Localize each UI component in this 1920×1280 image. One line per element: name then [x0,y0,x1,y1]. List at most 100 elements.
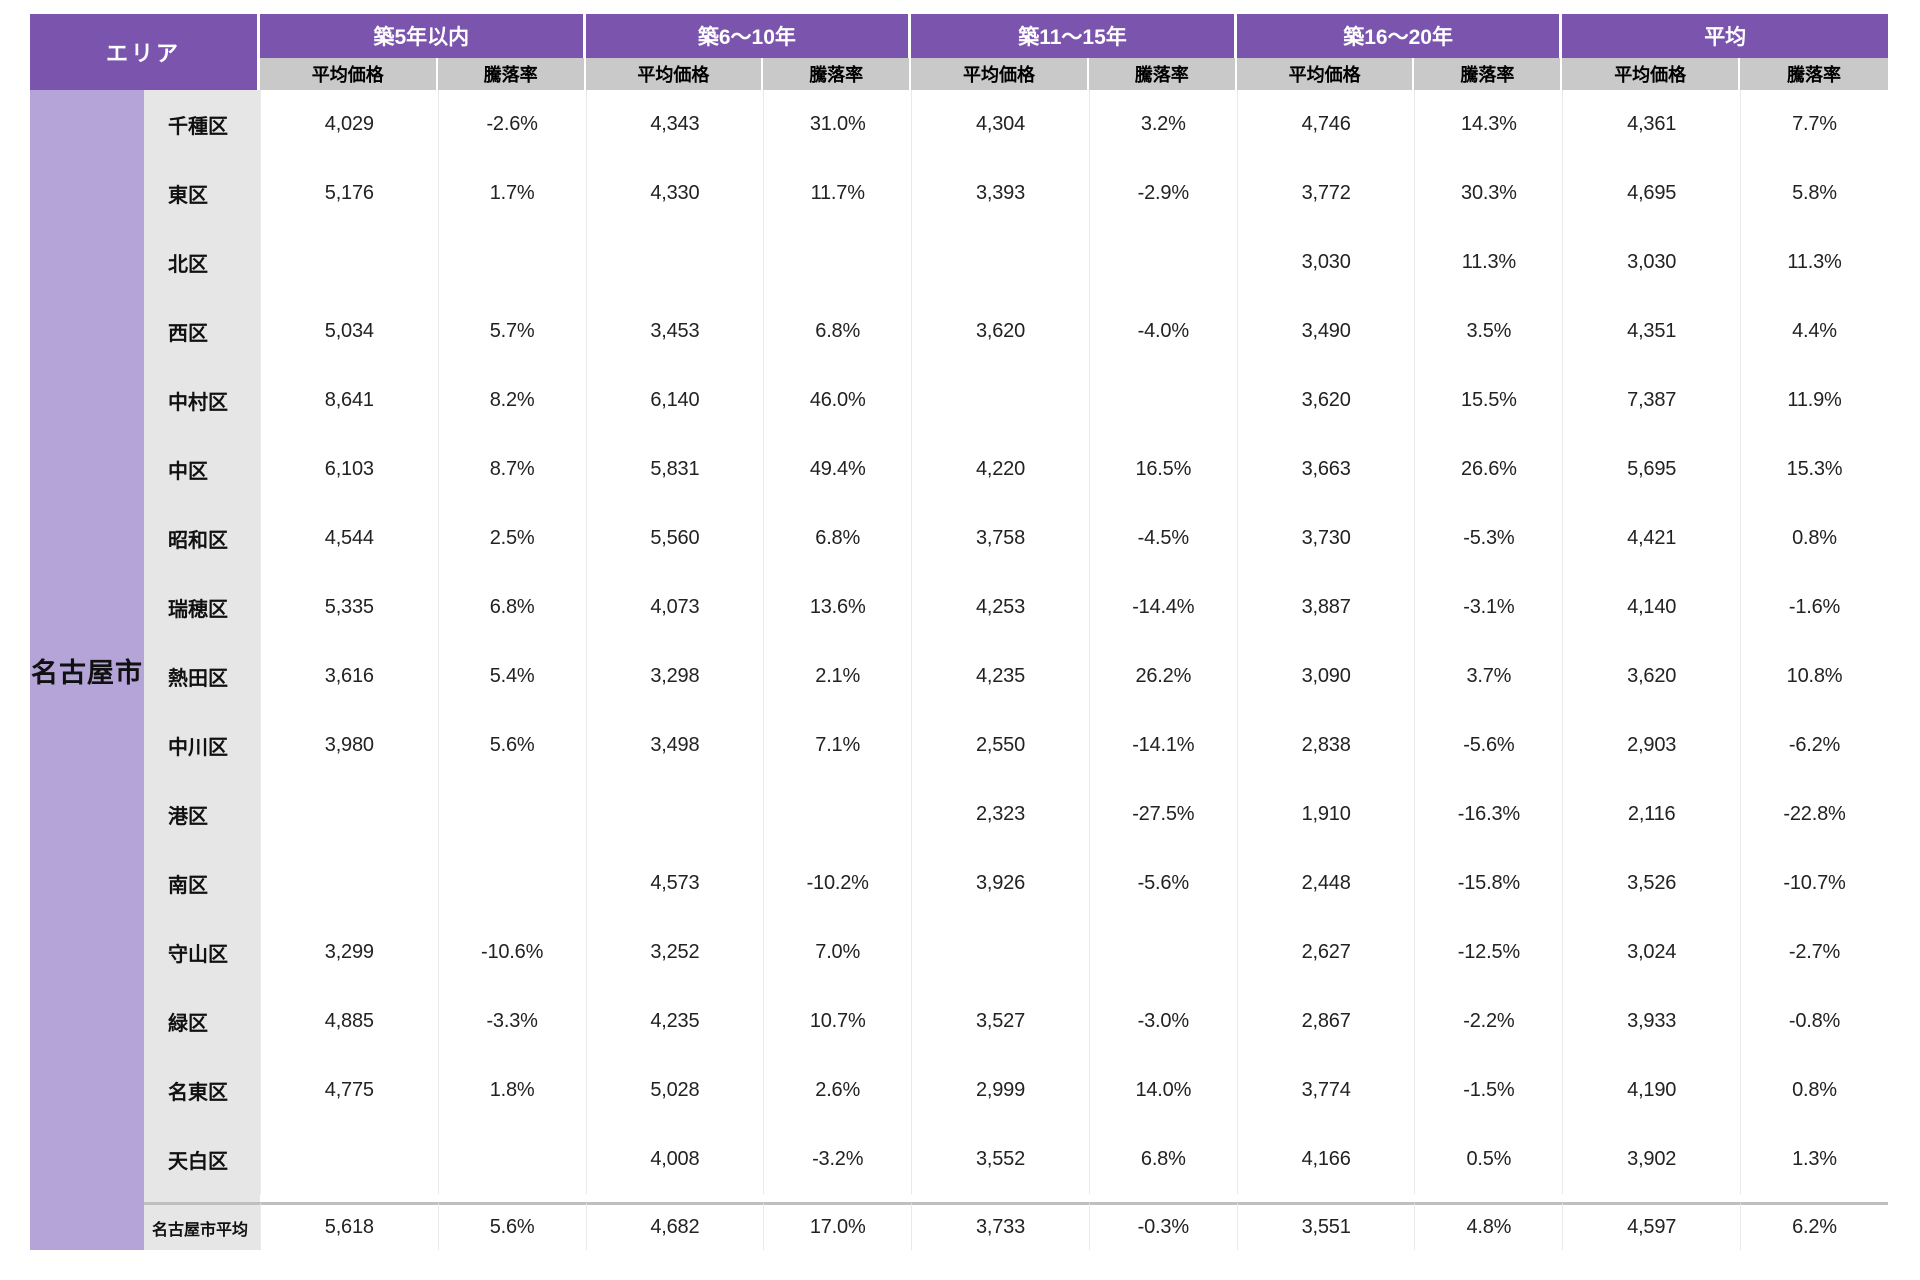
rate-cell: -10.6% [437,918,586,987]
rate-cell: -4.0% [1088,297,1237,366]
price-cell: 2,838 [1236,711,1415,780]
rate-cell [1088,228,1237,297]
ward-label: 東区 [144,159,260,228]
price-cell: 2,550 [911,711,1089,780]
ward-label: 瑞穂区 [144,573,260,642]
footer-label: 名古屋市平均 [144,1202,260,1250]
rate-cell [763,780,912,849]
price-cell: 3,887 [1236,573,1415,642]
price-cell: 5,176 [260,159,438,228]
price-cell: 5,560 [585,504,764,573]
rate-cell: 6.2% [1740,1202,1888,1250]
subheader-change-rate: 騰落率 [1414,58,1563,90]
price-cell: 3,551 [1236,1202,1415,1250]
price-cell: 6,140 [585,366,764,435]
subheader-avg-price: 平均価格 [260,58,438,90]
rate-cell: -14.4% [1088,573,1237,642]
price-cell: 3,393 [911,159,1089,228]
ward-label: 港区 [144,780,260,849]
rate-cell: 7.1% [763,711,912,780]
price-cell [911,918,1089,987]
rate-cell: -3.1% [1414,573,1563,642]
rate-cell: 2.5% [437,504,586,573]
price-cell: 3,620 [1562,642,1740,711]
price-cell: 3,252 [585,918,764,987]
rate-cell: 26.6% [1414,435,1563,504]
price-cell: 2,448 [1236,849,1415,918]
rate-cell: -27.5% [1088,780,1237,849]
rate-cell: 10.8% [1740,642,1888,711]
rate-cell: 46.0% [763,366,912,435]
subheader-avg-price: 平均価格 [1236,58,1415,90]
ward-label: 中川区 [144,711,260,780]
price-cell: 2,323 [911,780,1089,849]
rate-cell: 49.4% [763,435,912,504]
rate-cell: 5.4% [437,642,586,711]
rate-cell: 14.0% [1088,1056,1237,1125]
subheader-change-rate: 騰落率 [1088,58,1237,90]
rate-cell: 5.7% [437,297,586,366]
rate-cell: 13.6% [763,573,912,642]
col-group-average: 平均 [1562,14,1888,58]
price-cell: 3,730 [1236,504,1415,573]
price-cell: 4,544 [260,504,438,573]
rate-cell: 5.6% [437,1202,586,1250]
price-cell [260,849,438,918]
price-cell: 6,103 [260,435,438,504]
price-cell: 3,980 [260,711,438,780]
price-cell: 3,527 [911,987,1089,1056]
price-cell [260,780,438,849]
price-cell: 4,421 [1562,504,1740,573]
ward-label: 昭和区 [144,504,260,573]
price-cell: 1,910 [1236,780,1415,849]
rate-cell: 3.2% [1088,90,1237,159]
rate-cell: 6.8% [1088,1125,1237,1194]
ward-column-spacer [144,1194,260,1202]
price-cell: 4,166 [1236,1125,1415,1194]
rate-cell: -2.2% [1414,987,1563,1056]
price-cell: 4,140 [1562,573,1740,642]
rate-cell: 2.6% [763,1056,912,1125]
rate-cell: -14.1% [1088,711,1237,780]
price-cell: 4,573 [585,849,764,918]
rate-cell: 3.7% [1414,642,1563,711]
rate-cell: -5.6% [1414,711,1563,780]
col-group-built-16-20y: 築16〜20年 [1236,14,1563,58]
price-table: エリア 築5年以内 築6〜10年 築11〜15年 築16〜20年 平均 平均価格… [30,14,1888,1250]
price-cell [585,780,764,849]
price-cell: 2,999 [911,1056,1089,1125]
price-cell: 4,682 [585,1202,764,1250]
ward-label: 熱田区 [144,642,260,711]
rate-cell: 10.7% [763,987,912,1056]
price-cell: 5,028 [585,1056,764,1125]
subheader-change-rate: 騰落率 [437,58,586,90]
subheader-avg-price: 平均価格 [1562,58,1740,90]
rate-cell: -2.7% [1740,918,1888,987]
rate-cell: -12.5% [1414,918,1563,987]
subheader-avg-price: 平均価格 [585,58,764,90]
col-group-built-within-5y: 築5年以内 [260,14,586,58]
rate-cell: -0.3% [1088,1202,1237,1250]
price-cell: 4,695 [1562,159,1740,228]
subheader-change-rate: 騰落率 [763,58,912,90]
ward-label: 緑区 [144,987,260,1056]
rate-cell [763,228,912,297]
rate-cell [437,780,586,849]
ward-label: 守山区 [144,918,260,987]
ward-label: 中区 [144,435,260,504]
rate-cell: 6.8% [437,573,586,642]
col-group-built-11-15y: 築11〜15年 [911,14,1237,58]
rate-cell [1088,366,1237,435]
price-cell: 3,616 [260,642,438,711]
price-cell: 5,831 [585,435,764,504]
price-cell: 4,073 [585,573,764,642]
rate-cell [1088,918,1237,987]
subheader-avg-price: 平均価格 [911,58,1089,90]
price-cell: 3,552 [911,1125,1089,1194]
rate-cell: -4.5% [1088,504,1237,573]
price-cell: 4,361 [1562,90,1740,159]
rate-cell: 14.3% [1414,90,1563,159]
rate-cell: -3.0% [1088,987,1237,1056]
price-cell: 3,030 [1236,228,1415,297]
price-cell: 3,620 [1236,366,1415,435]
